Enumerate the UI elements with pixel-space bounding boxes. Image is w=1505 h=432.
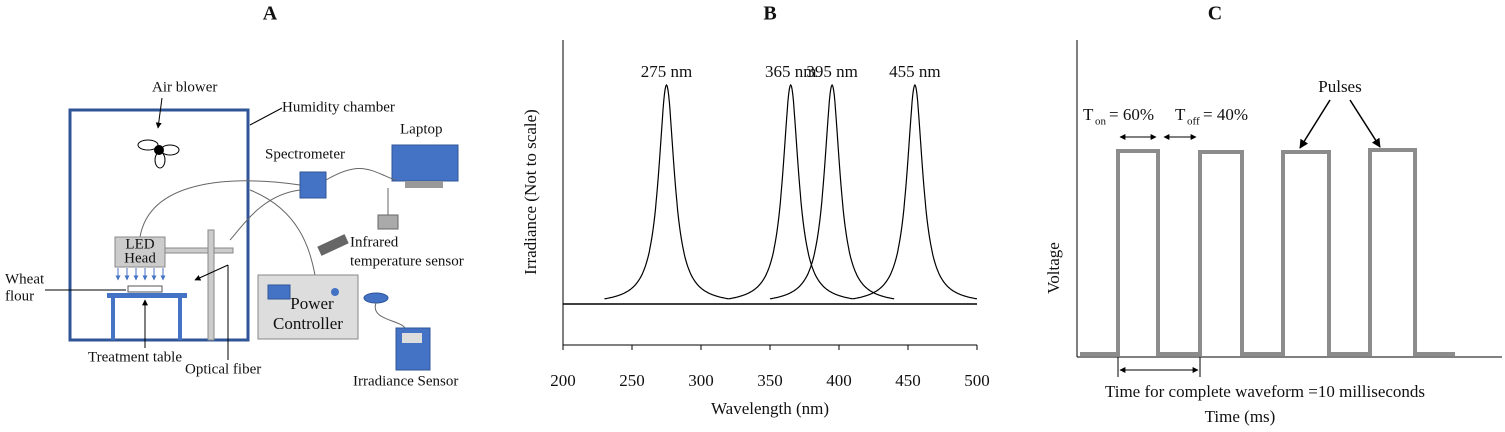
humidity-chamber <box>68 108 250 342</box>
leader <box>249 107 283 126</box>
y-axis-label: Voltage <box>1044 242 1063 294</box>
display <box>267 284 291 300</box>
y-axis-label: Irradiance (Not to scale) <box>521 109 540 275</box>
meter-display <box>402 333 422 343</box>
x-axis-label: Time (ms) <box>1205 407 1276 426</box>
label: Head <box>124 250 156 266</box>
x-tick-label: 350 <box>757 371 783 390</box>
label: Treatment table <box>88 349 182 365</box>
led-head <box>114 236 166 268</box>
waveform <box>1080 148 1455 356</box>
label: Optical fiber <box>185 361 261 377</box>
arrow <box>194 264 229 281</box>
cable <box>374 302 406 329</box>
waveform-note: Time for complete waveform =10 milliseco… <box>1105 382 1425 401</box>
x-tick-label: 450 <box>895 371 921 390</box>
panel-b: B Wavelength (nm) Irradiance (Not to sca… <box>521 3 990 418</box>
stand <box>207 229 215 341</box>
label: flour <box>5 288 34 304</box>
label: LED <box>125 236 154 252</box>
knob <box>331 288 339 296</box>
peak <box>604 83 729 300</box>
t-off-subscript: off <box>1187 116 1200 128</box>
fiber <box>229 189 301 241</box>
label: Controller <box>273 314 343 333</box>
panel-a: A Air blower Humidity chamber Spectromet… <box>5 3 464 390</box>
label: Spectrometer <box>265 146 345 162</box>
x-tick-label: 200 <box>550 371 576 390</box>
peak-label: 395 nm <box>806 62 857 81</box>
label: Infrared <box>350 234 399 250</box>
peak <box>728 83 853 300</box>
x-tick-label: 400 <box>826 371 852 390</box>
label: Air blower <box>152 79 217 95</box>
label: Power <box>290 294 334 313</box>
t-on-subscript: on <box>1095 116 1107 128</box>
cable <box>249 189 316 276</box>
laptop-base <box>405 181 443 188</box>
fan <box>137 139 180 169</box>
panel-letter: A <box>263 3 278 25</box>
ir-sensor <box>317 234 349 256</box>
panel-letter: C <box>1208 3 1222 25</box>
led-rays <box>115 268 166 281</box>
arrow <box>1299 99 1331 149</box>
cable <box>325 167 396 181</box>
t-off-symbol: T <box>1175 105 1186 124</box>
fiber <box>139 180 301 238</box>
peak-label: 275 nm <box>641 62 692 81</box>
x-axis-label: Wavelength (nm) <box>711 399 829 418</box>
label: Wheat <box>5 271 45 287</box>
t-on-symbol: T <box>1083 105 1094 124</box>
label: temperature sensor <box>350 253 464 269</box>
table-top <box>107 293 187 298</box>
wheat-flour <box>127 285 163 293</box>
irradiance-probe <box>363 292 389 304</box>
panel-c: C Voltage T on = 60% T off = 40% Pulses … <box>1044 3 1502 426</box>
t-on-value: = 60% <box>1109 105 1154 124</box>
x-tick-label: 250 <box>619 371 645 390</box>
peak-label: 455 nm <box>889 62 940 81</box>
x-tick-label: 500 <box>964 371 990 390</box>
label: Humidity chamber <box>282 99 395 115</box>
peak <box>769 83 895 300</box>
arm <box>164 247 234 254</box>
arrow <box>1349 99 1381 148</box>
panel-letter: B <box>763 3 776 25</box>
x-tick-label: 300 <box>688 371 714 390</box>
ir-box <box>377 214 399 230</box>
t-off-value: = 40% <box>1203 105 1248 124</box>
peak-label: 365 nm <box>765 62 816 81</box>
laptop-screen <box>391 144 459 182</box>
pulses-label: Pulses <box>1318 77 1361 96</box>
label: Laptop <box>400 121 443 137</box>
arrow <box>155 97 163 129</box>
label: Irradiance Sensor <box>353 373 458 389</box>
spectrometer <box>299 171 327 199</box>
peak <box>852 83 978 300</box>
